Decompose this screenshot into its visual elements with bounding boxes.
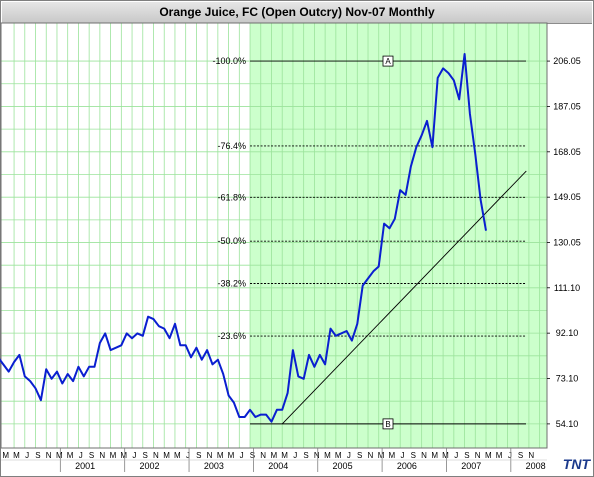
y-tick-label: 168.05 [553,147,581,157]
year-label: 2004 [268,461,288,471]
month-label: J [454,451,458,460]
month-label: M [120,451,127,460]
month-label: J [293,451,297,460]
month-label: M [324,451,331,460]
fib-level-label: -100.0% [213,56,247,66]
y-tick-label: 92.10 [556,328,579,338]
month-label: M [485,451,492,460]
y-tick-label: 187.05 [553,101,581,111]
month-label: M [174,451,181,460]
month-label: S [250,451,255,460]
month-label: J [401,451,405,460]
y-tick-label: 149.05 [553,192,581,202]
year-label: 2007 [461,461,481,471]
month-label: M [2,451,9,460]
month-label: M [67,451,74,460]
month-label: M [431,451,438,460]
trendline [281,170,527,425]
month-label: N [153,451,159,460]
year-label: 2006 [397,461,417,471]
month-label: N [46,451,52,460]
year-label: 2002 [139,461,159,471]
month-label: N [475,451,481,460]
fib-marker-a: A [385,57,391,66]
month-label: M [13,451,20,460]
month-label: J [508,451,512,460]
plot-border [0,22,548,449]
month-label: M [163,451,170,460]
month-label: J [79,451,83,460]
month-label: N [314,451,320,460]
fib-level-label: -38.2% [218,278,247,288]
y-tick-label: 111.10 [554,283,580,293]
fib-level-label: -61.8% [218,192,247,202]
month-label: S [357,451,362,460]
fib-marker-b: B [385,420,390,429]
month-label: S [35,451,40,460]
month-label: M [335,451,342,460]
month-label: S [142,451,147,460]
y-tick-label: 54.10 [556,419,579,429]
month-label: J [240,451,244,460]
fib-marker-box [382,55,394,67]
month-label: M [496,451,503,460]
fib-level-label: -50.0% [218,236,247,246]
month-label: J [25,451,29,460]
month-label: J [347,451,351,460]
year-label: 2008 [526,461,546,471]
year-label: 2005 [333,461,353,471]
month-label: J [186,451,190,460]
month-label: N [260,451,266,460]
month-label: M [442,451,449,460]
month-label: M [217,451,224,460]
month-label: N [207,451,213,460]
month-label: M [378,451,385,460]
y-tick-label: 130.05 [553,238,581,248]
month-label: N [528,451,534,460]
month-label: M [389,451,396,460]
year-label: 2001 [75,461,95,471]
highlight-region [250,23,547,448]
month-label: M [281,451,288,460]
tnt-logo: TNT [562,456,590,472]
y-tick-label: 206.05 [553,56,581,66]
month-label: S [196,451,201,460]
month-label: N [99,451,105,460]
month-label: M [56,451,63,460]
fib-level-label: -23.6% [218,331,247,341]
month-label: M [228,451,235,460]
price-series-line [0,53,487,423]
fib-level-label: -76.4% [218,141,247,151]
fib-marker-box [382,418,394,430]
month-label: S [464,451,469,460]
month-label: S [518,451,523,460]
month-label: N [421,451,427,460]
month-label: M [110,451,117,460]
y-tick-label: 73.10 [556,374,579,384]
month-label: S [303,451,308,460]
month-label: S [89,451,94,460]
month-label: S [411,451,416,460]
month-label: N [367,451,373,460]
year-label: 2003 [204,461,224,471]
month-label: J [132,451,136,460]
month-label: M [271,451,278,460]
